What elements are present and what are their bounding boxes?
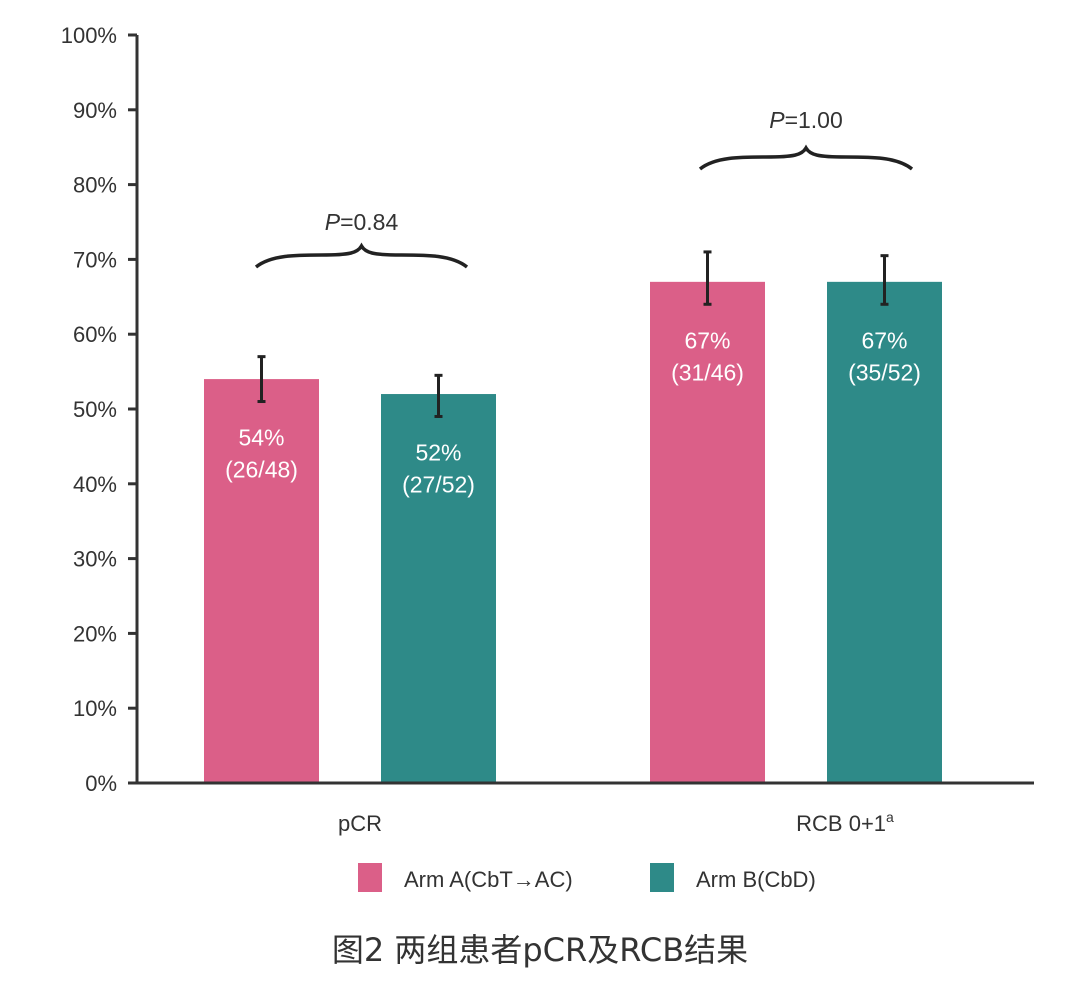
bar-value-label: 67% [861, 327, 907, 353]
y-tick-label: 100% [61, 23, 117, 48]
x-category-label: RCB 0+1a [796, 809, 894, 836]
legend-label: Arm B(CbD) [696, 867, 816, 892]
y-tick-label: 90% [73, 98, 117, 123]
legend-label: Arm A(CbT→AC) [404, 867, 573, 892]
bar [650, 281, 765, 783]
bar-count-label: (35/52) [848, 359, 921, 385]
y-tick-label: 20% [73, 621, 117, 646]
y-tick-label: 0% [85, 771, 117, 796]
bar-count-label: (27/52) [402, 471, 475, 497]
y-tick-label: 60% [73, 322, 117, 347]
y-axis: 0% 10% 20% 30% 40% 50% 60% 70% 80% 90% 100% [61, 23, 139, 796]
legend-swatch [650, 863, 674, 892]
bar [381, 394, 496, 783]
brace [698, 144, 914, 171]
bars: 54% (26/48) 52% (27/52) 67% (31/46) 67% (35/52) [204, 250, 942, 783]
legend-swatch [358, 863, 382, 892]
bar-value-label: 67% [684, 327, 730, 353]
bar [204, 379, 319, 783]
bar-value-label: 54% [238, 425, 284, 451]
x-axis: pCR RCB 0+1a [136, 781, 1034, 836]
y-tick-label: 50% [73, 397, 117, 422]
figure-caption: 图2 两组患者pCR及RCB结果 [331, 931, 749, 969]
bar-count-label: (26/48) [225, 457, 298, 483]
bar-count-label: (31/46) [671, 359, 744, 385]
bar-value-label: 52% [415, 439, 461, 465]
y-tick-label: 30% [73, 547, 117, 572]
bar-chart: 0% 10% 20% 30% 40% 50% 60% 70% 80% 90% 100% 54% (26… [61, 23, 1034, 892]
p-value-label: P=0.84 [325, 209, 399, 235]
y-tick-label: 10% [73, 696, 117, 721]
legend: Arm A(CbT→AC) Arm B(CbD) [358, 863, 816, 892]
y-tick-label: 80% [73, 173, 117, 198]
bar [827, 281, 942, 783]
x-category-label: pCR [338, 811, 382, 836]
significance-annotations: P=0.84 P=1.00 [254, 107, 914, 269]
y-tick-label: 70% [73, 247, 117, 272]
y-tick-label: 40% [73, 472, 117, 497]
p-value-label: P=1.00 [769, 107, 843, 133]
brace [254, 242, 469, 269]
